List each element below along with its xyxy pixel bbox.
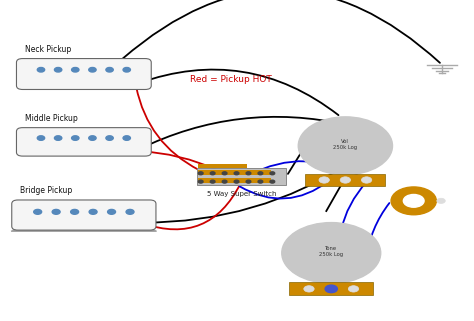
Circle shape [89,209,97,214]
Circle shape [234,180,239,183]
Circle shape [198,172,203,175]
Circle shape [246,180,251,183]
Circle shape [403,195,424,207]
FancyBboxPatch shape [29,80,139,87]
FancyBboxPatch shape [197,168,286,185]
FancyBboxPatch shape [17,128,151,156]
Circle shape [34,209,42,214]
Circle shape [37,67,45,72]
Circle shape [126,209,134,214]
Circle shape [72,136,79,140]
Circle shape [198,180,203,183]
Circle shape [71,209,79,214]
Circle shape [246,172,251,175]
FancyBboxPatch shape [17,58,151,90]
Circle shape [15,225,22,230]
Circle shape [108,209,116,214]
Circle shape [55,67,62,72]
Circle shape [123,136,130,140]
FancyBboxPatch shape [198,164,247,168]
Circle shape [298,117,392,175]
Text: Tone
250k Log: Tone 250k Log [319,246,343,257]
FancyBboxPatch shape [198,178,271,183]
Circle shape [210,172,215,175]
Polygon shape [30,205,138,222]
Circle shape [106,67,113,72]
Circle shape [222,180,227,183]
Circle shape [258,180,263,183]
FancyBboxPatch shape [198,170,271,175]
FancyBboxPatch shape [289,282,374,295]
Circle shape [282,222,381,283]
Text: Vol
250k Log: Vol 250k Log [333,139,357,150]
Circle shape [340,177,351,183]
Circle shape [106,136,113,140]
Text: 5 Way Super Switch: 5 Way Super Switch [207,191,276,197]
Circle shape [72,67,79,72]
FancyBboxPatch shape [12,200,156,230]
Circle shape [348,286,359,292]
Circle shape [52,209,60,214]
Circle shape [210,180,215,183]
Circle shape [270,172,275,175]
Circle shape [319,177,329,183]
Circle shape [89,67,96,72]
Circle shape [234,172,239,175]
Circle shape [258,172,263,175]
Text: Bridge Pickup: Bridge Pickup [20,186,73,195]
FancyBboxPatch shape [29,147,139,154]
Circle shape [326,286,337,292]
FancyBboxPatch shape [305,174,385,186]
Circle shape [391,187,437,215]
Circle shape [37,136,45,140]
Circle shape [304,286,314,292]
Circle shape [123,67,130,72]
Text: Neck Pickup: Neck Pickup [25,45,71,54]
Polygon shape [11,222,156,231]
Circle shape [270,180,275,183]
Circle shape [437,198,445,204]
Circle shape [361,177,372,183]
Circle shape [55,136,62,140]
Text: Red = Pickup HOT: Red = Pickup HOT [190,75,272,84]
Text: Middle Pickup: Middle Pickup [25,114,78,123]
Circle shape [89,136,96,140]
Circle shape [325,285,337,293]
Circle shape [222,172,227,175]
Circle shape [146,225,152,230]
